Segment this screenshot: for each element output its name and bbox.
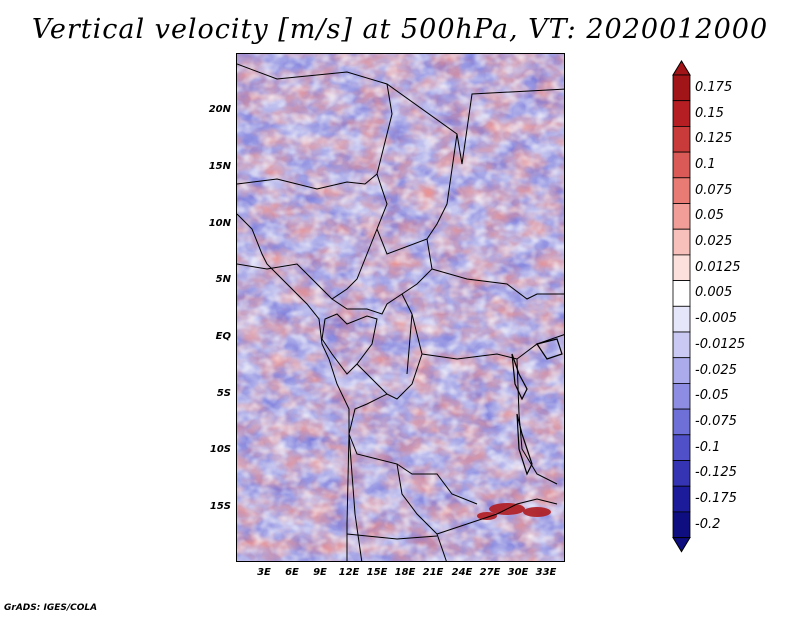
colorbar-label: -0.05 [695, 388, 729, 404]
lon-tick-label: 24E [451, 567, 473, 578]
colorbar-label: -0.075 [695, 413, 737, 429]
lat-tick-label: 15N [208, 161, 231, 172]
colorbar-label: 0.15 [695, 105, 724, 121]
lakes [511, 338, 563, 476]
map-plot-area [236, 53, 565, 562]
colorbar-label: -0.025 [695, 362, 737, 378]
lon-tick-label: 6E [285, 567, 299, 578]
colorbar-label: 0.125 [695, 131, 733, 147]
lon-tick-label: 21E [422, 567, 444, 578]
colorbar-segment [672, 126, 691, 153]
colorbar-label: 0.175 [695, 79, 733, 95]
colorbar-segment [672, 100, 691, 127]
colorbar-cap-top [672, 60, 691, 76]
colorbar-segment [672, 460, 691, 487]
lat-tick-label: EQ [215, 331, 231, 342]
colorbar-segment [672, 434, 691, 461]
coastline [237, 213, 363, 561]
colorbar-segment [672, 511, 691, 538]
colorbar-label: -0.0125 [695, 336, 746, 352]
lat-tick-label: 10S [209, 444, 231, 455]
chart-title: Vertical velocity [m/s] at 500hPa, VT: 2… [31, 14, 769, 45]
colorbar-segment [672, 357, 691, 384]
lon-tick-label: 30E [507, 567, 529, 578]
lon-tick-label: 12E [338, 567, 360, 578]
credit-text: GrADS: IGES/COLA [4, 603, 98, 613]
country-borders [237, 63, 564, 561]
colorbar-label: 0.1 [695, 156, 716, 172]
colorbar-segment [672, 485, 691, 513]
colorbar-label: 0.0125 [695, 259, 741, 275]
colorbar-label: 0.025 [695, 234, 733, 250]
lon-tick-label: 9E [313, 567, 327, 578]
colorbar-segment [672, 382, 691, 410]
colorbar-segment [672, 305, 691, 333]
colorbar-segment [672, 254, 691, 281]
colorbar-cap-bottom [672, 537, 691, 553]
lat-tick-label: 5S [216, 388, 231, 399]
colorbar-segment [672, 151, 691, 179]
lat-tick-label: 20N [208, 104, 231, 115]
colorbar-label: 0.075 [695, 182, 733, 198]
lon-tick-label: 3E [257, 567, 271, 578]
colorbar-label: -0.2 [695, 516, 721, 532]
colorbar-label: -0.1 [695, 439, 721, 455]
colorbar-segment [672, 280, 691, 307]
colorbar-segment [672, 74, 691, 102]
colorbar-label: 0.005 [695, 285, 733, 301]
lat-tick-label: 15S [209, 501, 231, 512]
colorbar-segment [672, 177, 691, 204]
lat-tick-label: 10N [208, 218, 231, 229]
colorbar-segment [672, 331, 691, 359]
colorbar-label: -0.005 [695, 311, 737, 327]
colorbar-label: -0.175 [695, 491, 737, 507]
colorbar-segment [672, 203, 691, 230]
lon-tick-label: 18E [394, 567, 416, 578]
colorbar-label: -0.125 [695, 465, 737, 481]
vertical-velocity-field [237, 54, 564, 561]
lon-tick-label: 27E [479, 567, 501, 578]
colorbar-label: 0.05 [695, 208, 724, 224]
lon-tick-label: 15E [366, 567, 388, 578]
lat-tick-label: 5N [215, 274, 231, 285]
colorbar-segment [672, 408, 691, 436]
colorbar-segment [672, 228, 691, 256]
lon-tick-label: 33E [535, 567, 557, 578]
